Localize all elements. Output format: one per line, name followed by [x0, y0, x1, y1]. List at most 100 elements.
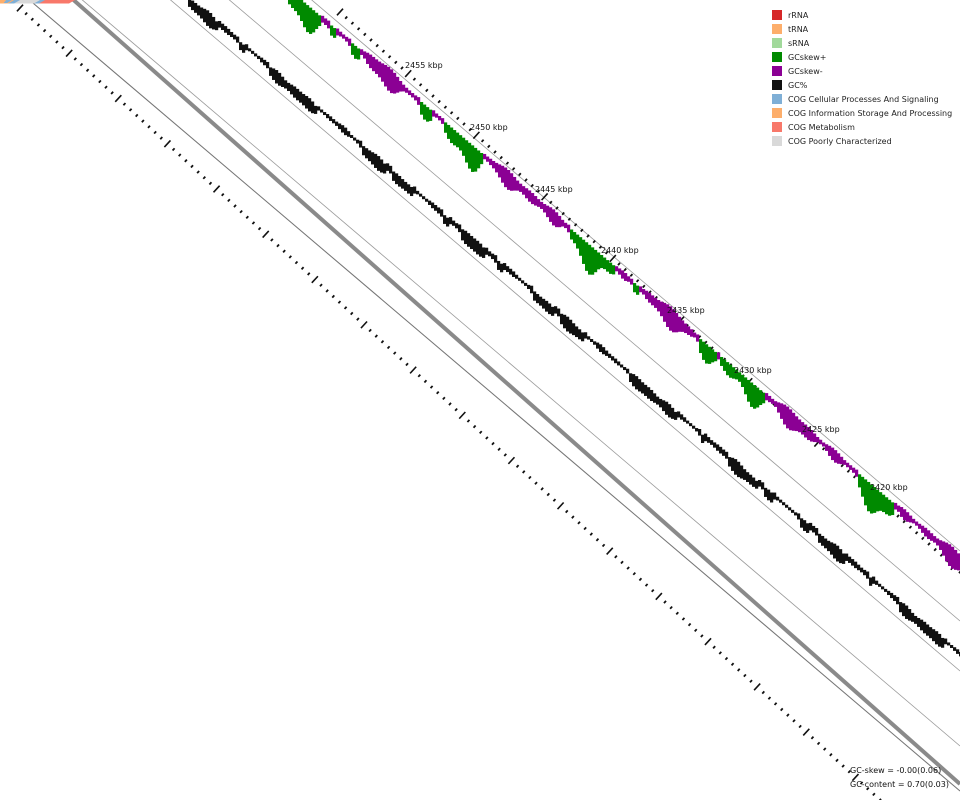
gc-content-bar	[467, 233, 471, 247]
gc-skew-negative-bar	[327, 20, 331, 29]
scale-tick	[694, 628, 698, 632]
scale-tick	[505, 161, 510, 165]
gc-skew-stat: GC-skew = -0.00(0.06)	[850, 766, 942, 775]
gc-content-bar	[266, 61, 270, 69]
guide-line	[311, 0, 960, 552]
gc-content-bar	[209, 12, 213, 29]
gc-skew-negative-bar	[783, 404, 787, 425]
gc-content-bar	[332, 119, 336, 124]
gc-skew-negative-bar	[912, 518, 916, 524]
scale-tick	[847, 770, 851, 774]
gc-skew-negative-bar	[789, 409, 793, 431]
gc-skew-negative-bar	[900, 507, 904, 517]
scale-tick	[61, 45, 65, 50]
gc-content-bar	[299, 91, 303, 103]
gc-skew-negative-bar	[840, 456, 844, 465]
gc-content-bar	[644, 384, 648, 396]
gc-skew-negative-bar	[843, 460, 847, 465]
gc-content-bar	[785, 504, 789, 508]
gc-content-bar	[938, 633, 942, 647]
gc-content-bar	[842, 553, 846, 564]
scale-tick	[802, 728, 810, 736]
gc-content-bar	[320, 109, 324, 113]
gc-skew-positive-bar	[456, 132, 460, 148]
gc-content-bar	[797, 513, 801, 520]
gc-content-bar	[542, 298, 546, 309]
scale-tick	[829, 753, 833, 757]
gc-content-bar	[734, 459, 738, 475]
gc-content-bar	[590, 339, 594, 342]
gc-skew-positive-bar	[762, 392, 766, 404]
gc-content-bar	[239, 42, 243, 51]
gc-skew-negative-bar	[810, 430, 814, 442]
gc-content-bar	[725, 451, 729, 459]
gc-content-bar	[539, 296, 543, 306]
gc-skew-negative-bar	[432, 110, 436, 117]
gc-content-bar	[494, 255, 498, 263]
gc-skew-negative-bar	[339, 31, 343, 37]
scale-tick	[400, 66, 404, 70]
scale-tick	[700, 634, 704, 638]
scale-tick	[601, 543, 606, 548]
gc-skew-positive-bar	[468, 142, 472, 169]
scale-tick	[65, 49, 73, 58]
gc-content-bar	[686, 420, 690, 424]
gc-skew-positive-bar	[573, 232, 577, 244]
gc-content-bar	[713, 442, 717, 448]
gc-content-bar	[443, 215, 447, 224]
gc-skew-positive-bar	[459, 135, 463, 151]
scale-tick	[518, 172, 522, 177]
gc-content-bar	[764, 487, 768, 497]
gc-skew-negative-bar	[822, 442, 826, 447]
scale-tick	[251, 221, 256, 225]
gc-content-bar	[524, 282, 528, 286]
gc-skew-positive-bar	[708, 346, 712, 364]
gc-content-bar	[692, 425, 696, 429]
gc-skew-negative-bar	[408, 90, 412, 96]
gc-content-bar	[602, 347, 606, 355]
gc-content-bar	[857, 564, 861, 571]
gc-skew-positive-bar	[315, 12, 319, 30]
scale-tick	[122, 102, 127, 106]
gc-skew-negative-bar	[825, 444, 829, 451]
scale-tick	[163, 139, 172, 148]
scale-tick	[565, 509, 569, 514]
gc-content-bar	[287, 82, 291, 92]
gc-skew-negative-bar	[645, 290, 649, 300]
gc-content-bar	[290, 84, 294, 95]
gc-content-bar	[902, 603, 906, 617]
scale-tick	[749, 679, 753, 683]
gc-skew-positive-bar	[585, 242, 589, 271]
gc-skew-positive-bar	[702, 341, 706, 360]
scale-tick	[651, 588, 655, 593]
scale-tick	[404, 69, 412, 78]
gc-skew-negative-bar	[348, 38, 352, 46]
scale-tick	[270, 238, 274, 242]
scale-tick	[810, 736, 815, 740]
gc-content-bar	[917, 617, 921, 627]
gc-skew-negative-bar	[717, 352, 721, 360]
gc-skew-positive-bar	[291, 0, 295, 8]
gc-content-bar	[512, 271, 516, 277]
gc-content-bar	[317, 106, 321, 111]
scale-tick	[761, 690, 765, 695]
gc-skew-negative-bar	[639, 286, 643, 293]
gc-skew-positive-bar	[453, 130, 457, 146]
gc-content-bar	[812, 525, 816, 533]
scale-tick	[141, 119, 145, 123]
legend-swatch	[772, 10, 782, 20]
gc-skew-positive-bar	[294, 0, 298, 12]
gc-content-bar	[869, 577, 873, 586]
gc-skew-positive-bar	[720, 357, 724, 366]
gc-skew-negative-bar	[930, 533, 934, 541]
gc-content-bar	[941, 637, 945, 648]
gc-skew-negative-bar	[936, 538, 940, 546]
gc-skew-positive-bar	[711, 349, 715, 363]
gc-content-bar	[380, 159, 384, 173]
gc-content-bar	[770, 492, 774, 503]
gc-content-bar	[263, 59, 267, 66]
gc-content-bar	[338, 123, 342, 130]
gc-skew-negative-bar	[687, 326, 691, 335]
gc-content-bar	[560, 313, 564, 325]
gc-skew-negative-bar	[618, 268, 622, 275]
